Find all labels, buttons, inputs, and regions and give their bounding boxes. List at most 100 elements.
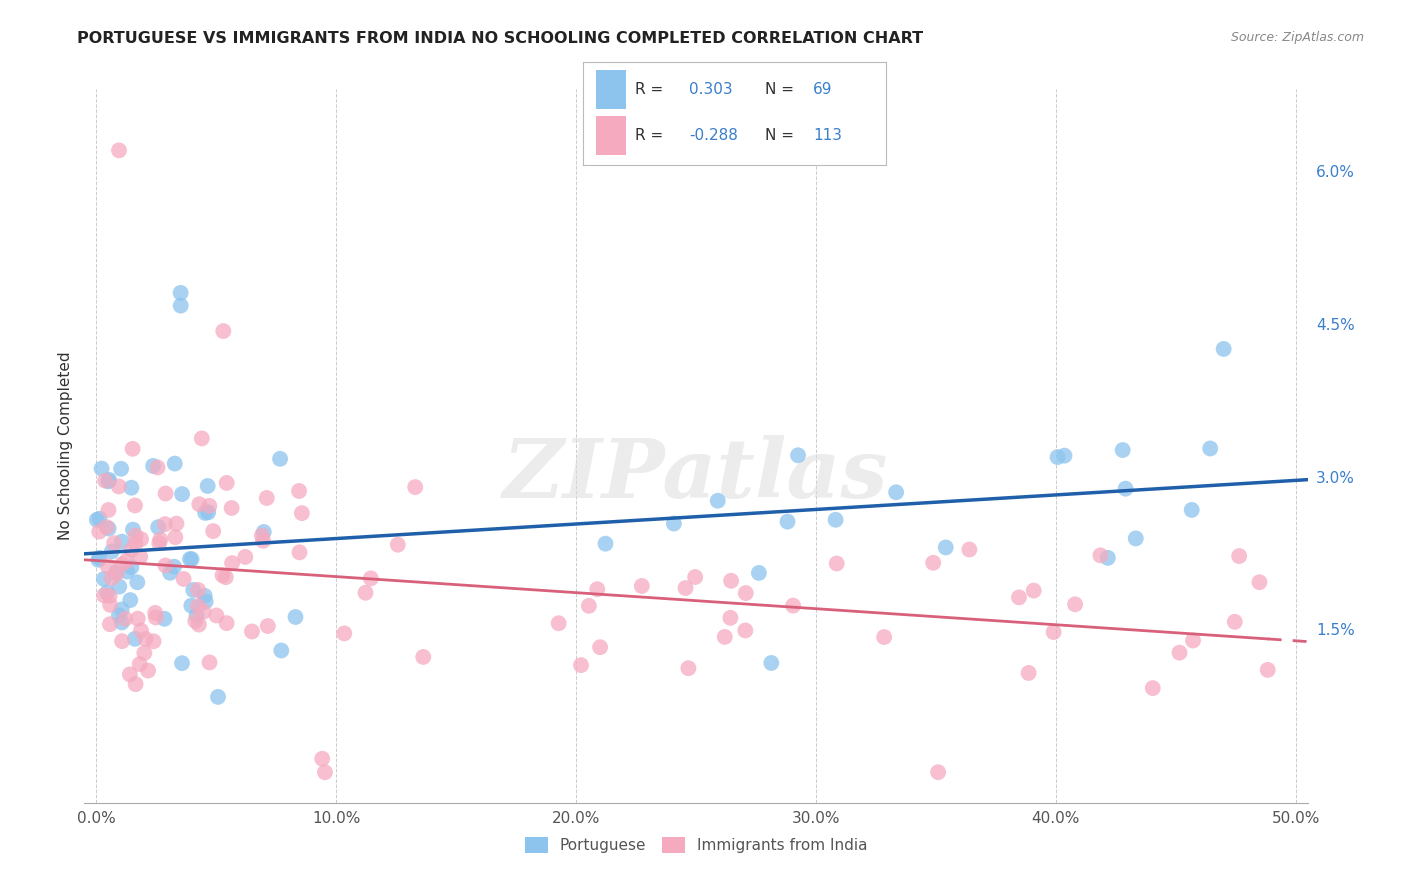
- Point: [354, 586, 377, 600]
- Point: [143, 606, 166, 620]
- Point: [1018, 665, 1040, 680]
- Text: 113: 113: [813, 128, 842, 143]
- Point: [935, 541, 957, 555]
- Point: [1223, 615, 1246, 629]
- Point: [93, 572, 115, 586]
- Point: [761, 656, 783, 670]
- Bar: [596, 70, 626, 109]
- Point: [1042, 625, 1064, 640]
- Point: [97, 559, 120, 574]
- Point: [706, 493, 728, 508]
- Point: [136, 664, 159, 678]
- Point: [311, 752, 333, 766]
- Point: [193, 605, 215, 619]
- Point: [149, 533, 172, 547]
- Point: [97, 503, 120, 517]
- Text: R =: R =: [636, 81, 668, 96]
- Point: [630, 579, 652, 593]
- Point: [1182, 633, 1205, 648]
- Point: [873, 630, 896, 644]
- Point: [922, 556, 945, 570]
- Point: [127, 575, 149, 590]
- Legend: Portuguese, Immigrants from India: Portuguese, Immigrants from India: [519, 831, 873, 859]
- Point: [412, 649, 434, 664]
- Text: Source: ZipAtlas.com: Source: ZipAtlas.com: [1230, 31, 1364, 45]
- Point: [129, 624, 152, 638]
- Point: [683, 570, 706, 584]
- Point: [1090, 549, 1112, 563]
- Point: [1097, 550, 1119, 565]
- Point: [179, 552, 201, 566]
- Point: [108, 479, 131, 493]
- Point: [135, 632, 157, 646]
- Point: [569, 658, 592, 673]
- Point: [824, 513, 846, 527]
- Point: [662, 516, 685, 531]
- Point: [884, 485, 907, 500]
- Point: [198, 499, 221, 513]
- Point: [89, 511, 111, 525]
- Point: [153, 517, 176, 532]
- Point: [825, 557, 848, 571]
- Point: [252, 533, 274, 548]
- Point: [87, 553, 110, 567]
- Point: [96, 520, 118, 534]
- Point: [124, 632, 146, 646]
- Point: [678, 661, 700, 675]
- Point: [120, 542, 142, 557]
- Point: [187, 599, 209, 613]
- Text: -0.288: -0.288: [689, 128, 738, 143]
- Point: [675, 581, 697, 595]
- Point: [105, 566, 128, 580]
- Point: [118, 667, 141, 681]
- Point: [97, 522, 120, 536]
- Point: [197, 505, 219, 519]
- Point: [787, 448, 810, 462]
- Point: [1249, 575, 1271, 590]
- Point: [1181, 503, 1204, 517]
- Point: [578, 599, 600, 613]
- Point: [547, 616, 569, 631]
- Point: [100, 571, 122, 585]
- Text: PORTUGUESE VS IMMIGRANTS FROM INDIA NO SCHOOLING COMPLETED CORRELATION CHART: PORTUGUESE VS IMMIGRANTS FROM INDIA NO S…: [77, 31, 924, 46]
- Point: [180, 599, 202, 613]
- Point: [734, 624, 756, 638]
- Point: [284, 610, 307, 624]
- Point: [202, 524, 225, 538]
- Point: [181, 582, 204, 597]
- Text: ZIPatlas: ZIPatlas: [503, 434, 889, 515]
- Point: [191, 431, 214, 445]
- Point: [291, 506, 314, 520]
- Point: [120, 481, 142, 495]
- Point: [120, 560, 142, 574]
- Point: [170, 656, 193, 670]
- Point: [288, 545, 311, 559]
- Point: [129, 549, 152, 564]
- Point: [314, 765, 336, 780]
- Point: [1199, 442, 1222, 456]
- Point: [233, 549, 256, 564]
- Point: [713, 630, 735, 644]
- Point: [194, 594, 217, 608]
- Point: [108, 580, 131, 594]
- Text: N =: N =: [765, 128, 799, 143]
- Point: [94, 474, 117, 488]
- Point: [387, 538, 409, 552]
- Point: [253, 524, 276, 539]
- Point: [142, 458, 165, 473]
- Point: [221, 556, 243, 570]
- Point: [111, 558, 134, 572]
- Point: [121, 442, 143, 456]
- Point: [927, 765, 949, 780]
- Point: [142, 634, 165, 648]
- Point: [153, 612, 176, 626]
- Point: [1046, 450, 1069, 464]
- Point: [595, 536, 617, 550]
- Point: [240, 624, 263, 639]
- Point: [124, 677, 146, 691]
- Point: [1115, 482, 1137, 496]
- Point: [170, 299, 193, 313]
- Point: [215, 475, 238, 490]
- Point: [186, 608, 208, 623]
- Point: [155, 486, 177, 500]
